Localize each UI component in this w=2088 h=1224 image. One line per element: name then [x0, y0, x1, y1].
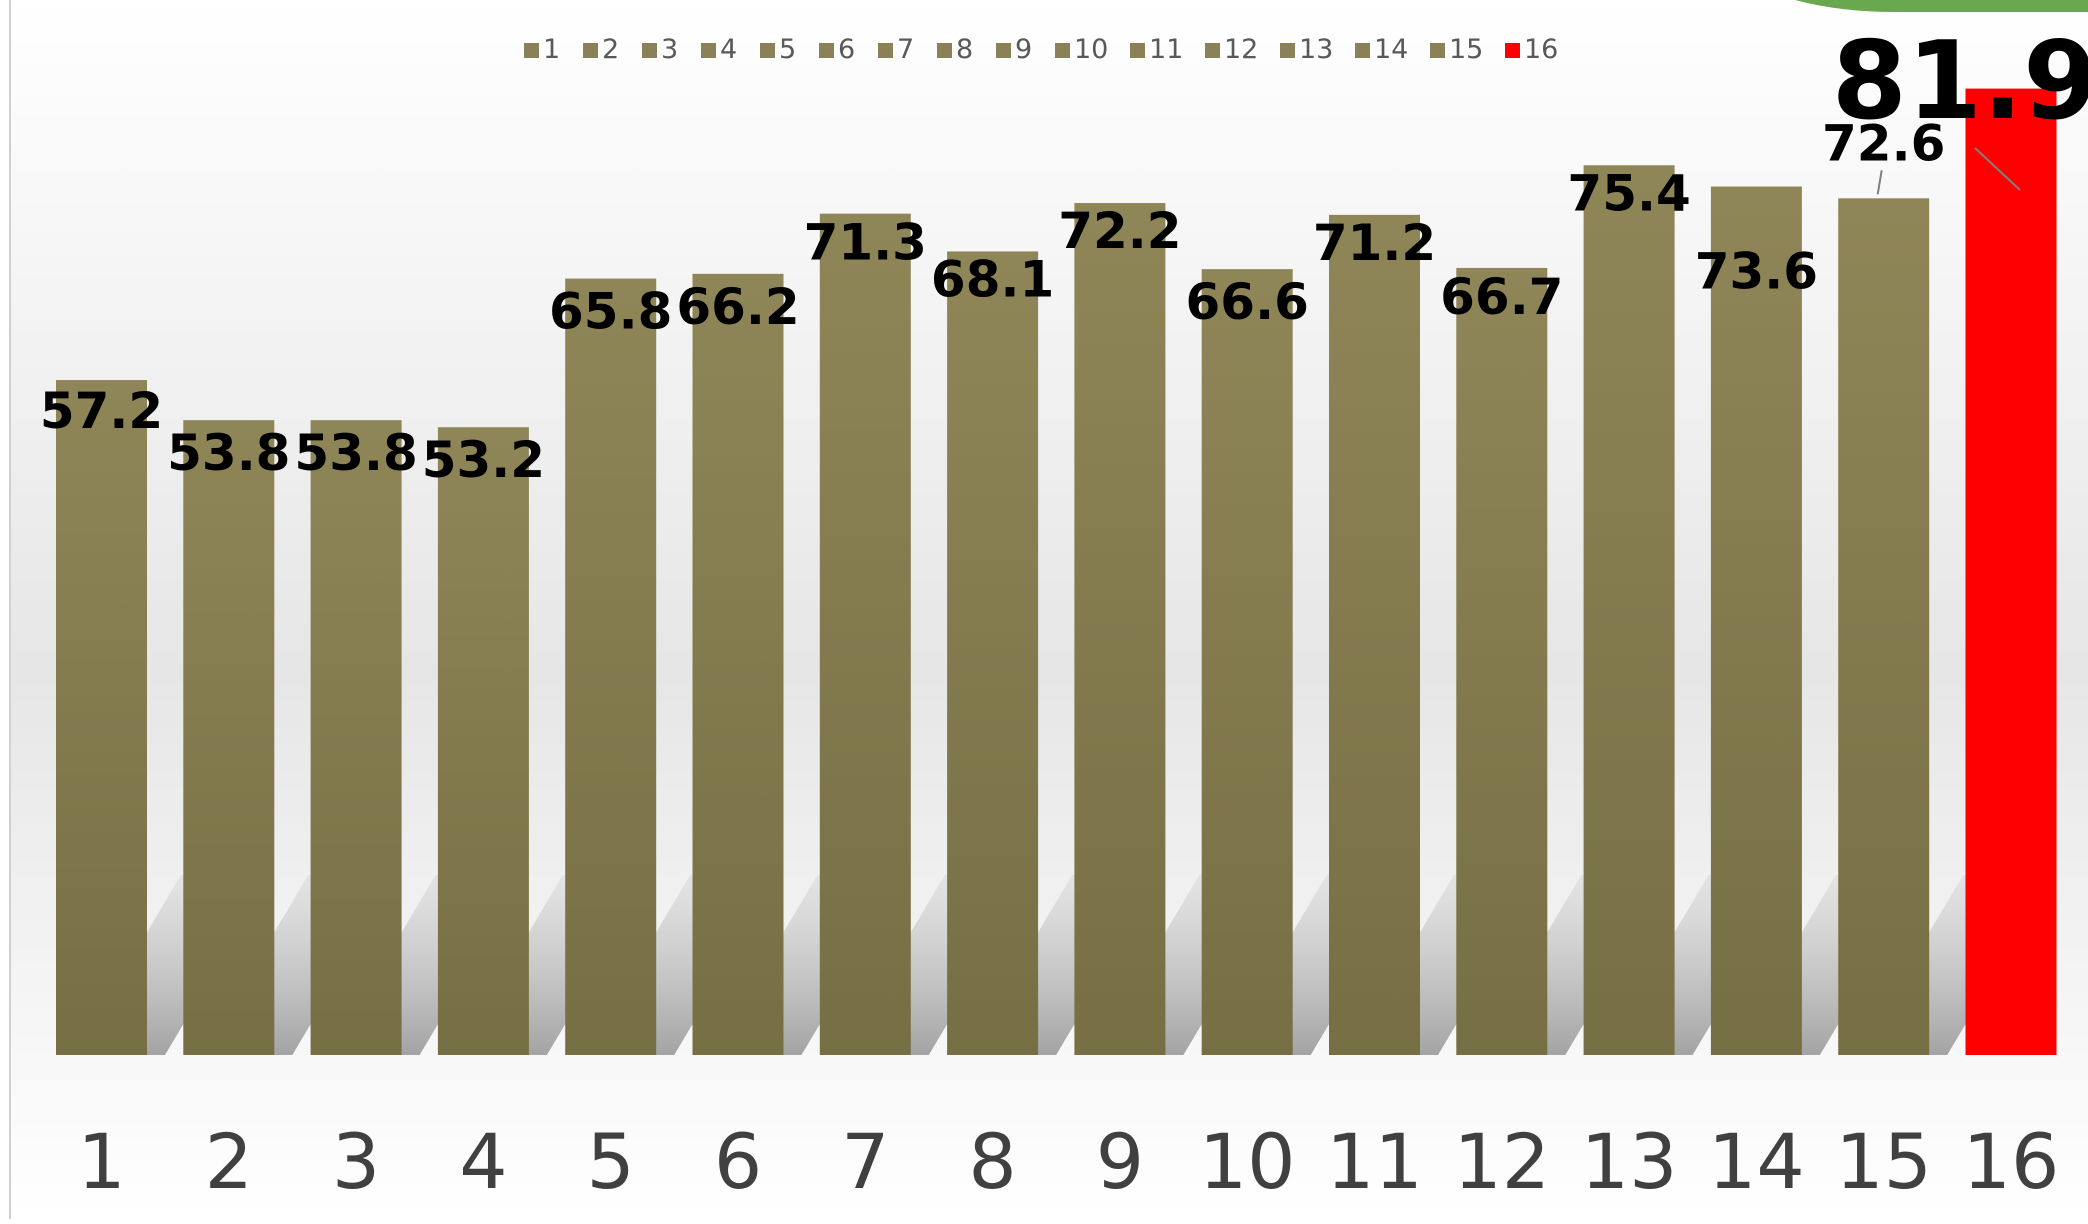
data-label: 71.3 — [804, 214, 927, 272]
data-label: 75.4 — [1567, 164, 1690, 222]
x-tick-label: 15 — [1835, 1117, 1932, 1206]
data-label: 73.6 — [1695, 243, 1818, 301]
legend-swatch — [996, 43, 1011, 58]
legend-entry-label: 1 — [543, 34, 560, 65]
data-labels: 57.253.8 53.8 53.265.8 66.271.368.172.266.6… — [40, 19, 2088, 489]
data-label: 53.2 — [422, 431, 545, 489]
legend-swatch — [1430, 43, 1445, 58]
legend-entry-label: 11 — [1149, 34, 1183, 65]
x-tick-label: 4 — [459, 1117, 507, 1206]
bar-6 — [692, 273, 784, 1056]
data-label: 57.2 — [40, 382, 163, 440]
x-axis-tick-labels: 1 2 3 4 5 6 7 8 9 10 11 12 13 14 15 16 — [77, 1117, 2059, 1206]
bar-14 — [1710, 186, 1802, 1055]
bar-9 — [1074, 203, 1166, 1056]
legend-entry-label: 16 — [1524, 34, 1558, 65]
corner-accent — [1795, 0, 2088, 12]
x-tick-label: 7 — [841, 1117, 889, 1206]
x-tick-label: 12 — [1453, 1117, 1550, 1206]
legend-entry-label: 13 — [1299, 34, 1333, 65]
data-label: 81.9 — [1832, 19, 2088, 144]
bar-11 — [1329, 214, 1420, 1056]
legend-swatch — [1280, 43, 1295, 58]
legend-swatch — [701, 43, 716, 58]
x-tick-label: 3 — [332, 1117, 380, 1206]
bars — [56, 88, 2057, 1056]
legend-entry-label: 9 — [1015, 34, 1032, 65]
data-label: 65.8 — [549, 283, 672, 341]
bar-15 — [1838, 198, 1930, 1055]
data-label: 72.6 — [1822, 114, 1945, 172]
legend-entry-label: 12 — [1224, 34, 1258, 65]
x-tick-label: 5 — [587, 1117, 635, 1206]
x-tick-label: 8 — [968, 1117, 1016, 1206]
legend-swatch — [819, 43, 834, 58]
legend-entry-label: 3 — [661, 34, 678, 65]
x-tick-label: 14 — [1708, 1117, 1805, 1206]
x-tick-label: 6 — [714, 1117, 762, 1206]
legend-entry-label: 6 — [838, 34, 855, 65]
bar-16 — [1965, 88, 2057, 1055]
data-label: 66.7 — [1440, 268, 1563, 326]
bar-8 — [947, 251, 1039, 1056]
x-tick-label: 10 — [1199, 1117, 1296, 1206]
bar-2 — [183, 420, 275, 1055]
legend-swatch — [1130, 43, 1145, 58]
legend-swatch — [878, 43, 893, 58]
legend-swatch — [1205, 43, 1220, 58]
bar-12 — [1456, 267, 1548, 1055]
data-label: 53.8 — [294, 424, 417, 482]
bar-1 — [56, 380, 147, 1055]
x-tick-label: 2 — [205, 1117, 253, 1206]
data-label: 66.2 — [676, 278, 799, 336]
legend-swatch — [1055, 43, 1070, 58]
x-tick-label: 9 — [1096, 1117, 1144, 1206]
bar-13 — [1583, 165, 1675, 1055]
legend-swatch — [583, 43, 598, 58]
legend-swatch — [760, 43, 775, 58]
legend-swatch — [1355, 43, 1370, 58]
bar-4 — [437, 427, 529, 1055]
x-tick-label: 13 — [1581, 1117, 1678, 1206]
bar-5 — [565, 278, 657, 1055]
data-label: 53.8 — [167, 424, 290, 482]
legend: 1 2 3 4 5 6 7 8 9 10 11 12 13 14 15 16 — [524, 34, 1558, 65]
legend-entry-label: 15 — [1449, 34, 1483, 65]
data-label-leader — [1974, 147, 2021, 191]
legend-entry-label: 5 — [779, 34, 796, 65]
legend-entry-label: 7 — [897, 34, 914, 65]
data-label: 72.2 — [1058, 202, 1181, 260]
legend-swatch — [524, 43, 539, 58]
bar-7 — [819, 213, 911, 1055]
x-tick-label: 1 — [77, 1117, 125, 1206]
bar-3 — [310, 420, 402, 1055]
legend-entry-label: 4 — [720, 34, 737, 65]
legend-entry-label: 14 — [1374, 34, 1408, 65]
bar-10 — [1201, 269, 1293, 1055]
legend-entry-label: 8 — [956, 34, 973, 65]
x-tick-label: 16 — [1963, 1117, 2060, 1206]
legend-entry-label: 10 — [1074, 34, 1108, 65]
legend-swatch — [642, 43, 657, 58]
legend-entry-label: 2 — [602, 34, 619, 65]
legend-swatch — [937, 43, 952, 58]
data-label: 71.2 — [1313, 214, 1436, 272]
data-label: 68.1 — [931, 250, 1054, 308]
data-label-leader — [1876, 170, 1883, 195]
data-label: 66.6 — [1186, 273, 1309, 331]
x-tick-label: 11 — [1326, 1117, 1423, 1206]
legend-swatch — [1505, 43, 1520, 58]
